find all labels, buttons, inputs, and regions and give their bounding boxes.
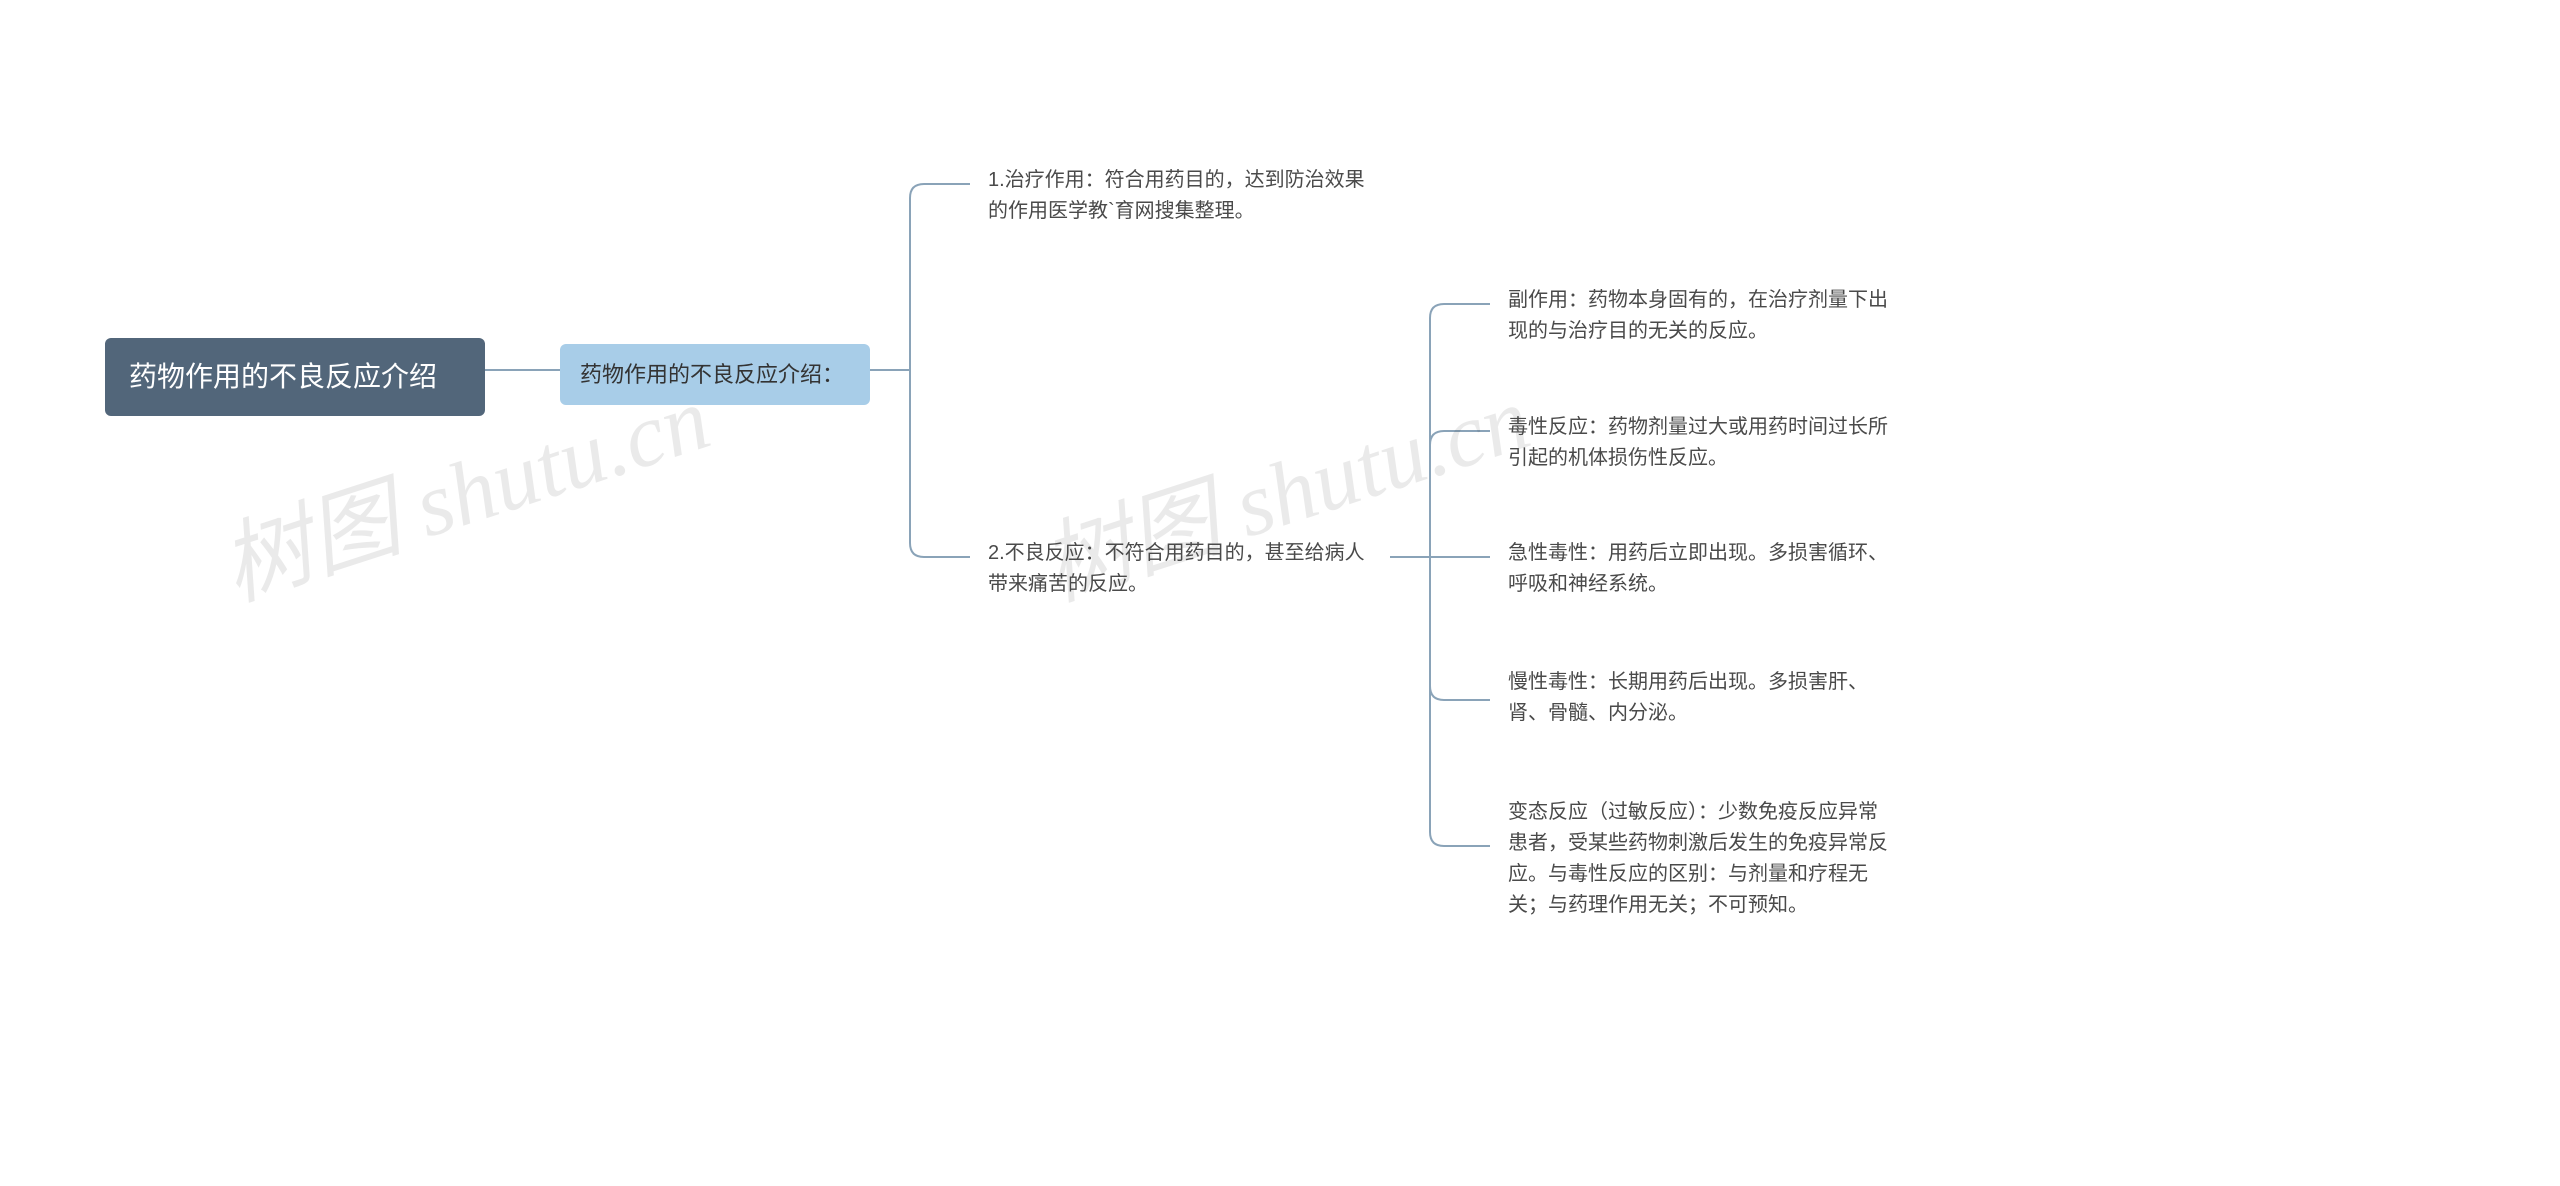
- level3-node-4: 变态反应（过敏反应）：少数免疫反应异常患者，受某些药物刺激后发生的免疫异常反应。…: [1490, 785, 1910, 933]
- root-label: 药物作用的不良反应介绍: [129, 361, 437, 392]
- level3-label-1: 毒性反应：药物剂量过大或用药时间过长所引起的机体损伤性反应。: [1508, 416, 1888, 469]
- level3-node-0: 副作用：药物本身固有的，在治疗剂量下出现的与治疗目的无关的反应。: [1490, 273, 1910, 359]
- level2-label-0: 1.治疗作用：符合用药目的，达到防治效果的作用医学教`育网搜集整理。: [988, 169, 1365, 222]
- level1-node: 药物作用的不良反应介绍：: [560, 344, 870, 405]
- level3-node-3: 慢性毒性：长期用药后出现。多损害肝、肾、骨髓、内分泌。: [1490, 655, 1910, 741]
- level2-label-1: 2.不良反应：不符合用药目的，甚至给病人带来痛苦的反应。: [988, 542, 1365, 595]
- level3-node-2: 急性毒性：用药后立即出现。多损害循环、呼吸和神经系统。: [1490, 526, 1910, 612]
- level3-label-4: 变态反应（过敏反应）：少数免疫反应异常患者，受某些药物刺激后发生的免疫异常反应。…: [1508, 801, 1888, 916]
- root-node: 药物作用的不良反应介绍: [105, 338, 485, 416]
- level2-node-0: 1.治疗作用：符合用药目的，达到防治效果的作用医学教`育网搜集整理。: [970, 153, 1390, 239]
- level3-label-0: 副作用：药物本身固有的，在治疗剂量下出现的与治疗目的无关的反应。: [1508, 289, 1888, 342]
- level3-node-1: 毒性反应：药物剂量过大或用药时间过长所引起的机体损伤性反应。: [1490, 400, 1910, 486]
- level1-label: 药物作用的不良反应介绍：: [580, 362, 844, 387]
- level3-label-3: 慢性毒性：长期用药后出现。多损害肝、肾、骨髓、内分泌。: [1508, 671, 1868, 724]
- level2-node-1: 2.不良反应：不符合用药目的，甚至给病人带来痛苦的反应。: [970, 526, 1390, 612]
- level3-label-2: 急性毒性：用药后立即出现。多损害循环、呼吸和神经系统。: [1508, 542, 1888, 595]
